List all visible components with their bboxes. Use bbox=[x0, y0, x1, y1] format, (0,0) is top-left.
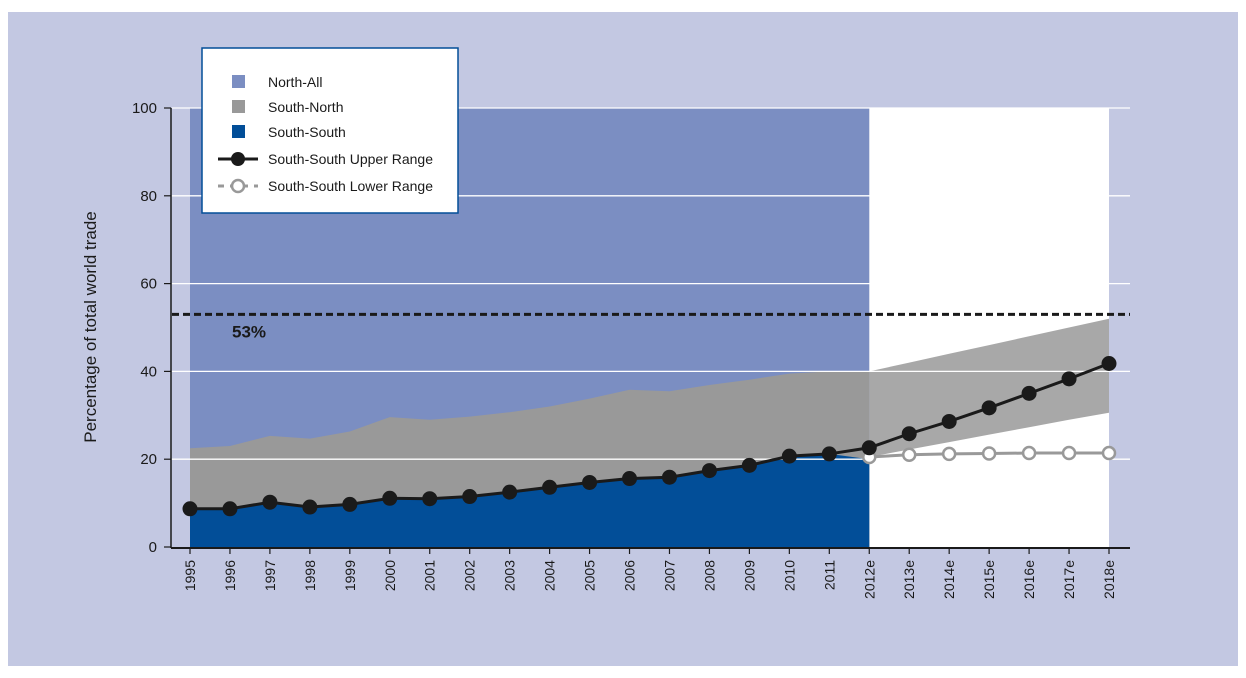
x-tick-label-2008: 2008 bbox=[701, 560, 717, 591]
marker-lower-5 bbox=[1061, 445, 1077, 461]
x-tick-label-2007: 2007 bbox=[661, 560, 677, 591]
x-tick-label-1996: 1996 bbox=[222, 560, 238, 591]
y-tick-label-80: 80 bbox=[140, 188, 157, 205]
x-tick-label-2017e: 2017e bbox=[1061, 560, 1077, 599]
x-tick-label-2005: 2005 bbox=[582, 560, 598, 591]
x-tick-label-2015e: 2015e bbox=[981, 560, 997, 599]
marker-upper-2015e bbox=[981, 400, 997, 416]
x-tick-label-2016e: 2016e bbox=[1021, 560, 1037, 599]
x-tick-label-2014e: 2014e bbox=[941, 560, 957, 599]
legend-swatch-2 bbox=[232, 125, 245, 138]
marker-upper-2007 bbox=[661, 469, 677, 485]
marker-upper-2010 bbox=[781, 448, 797, 464]
x-tick-label-2006: 2006 bbox=[622, 560, 638, 591]
marker-upper-2000 bbox=[382, 490, 398, 506]
marker-upper-2003 bbox=[502, 484, 518, 500]
legend-marker-4 bbox=[230, 178, 246, 194]
x-tick-label-2004: 2004 bbox=[542, 560, 558, 591]
x-tick-label-2003: 2003 bbox=[502, 560, 518, 591]
x-tick-label-2002: 2002 bbox=[462, 560, 478, 591]
x-tick-label-2013e: 2013e bbox=[901, 560, 917, 599]
y-tick-label-20: 20 bbox=[140, 451, 157, 468]
x-tick-label-2012e: 2012e bbox=[861, 560, 877, 599]
reference-line-label: 53% bbox=[232, 322, 266, 341]
marker-upper-2006 bbox=[622, 471, 638, 487]
x-tick-label-1998: 1998 bbox=[302, 560, 318, 591]
marker-upper-2009 bbox=[741, 457, 757, 473]
marker-upper-1999 bbox=[342, 496, 358, 512]
marker-upper-2017e bbox=[1061, 371, 1077, 387]
marker-upper-2013e bbox=[901, 426, 917, 442]
y-axis-title: Percentage of total world trade bbox=[81, 211, 100, 443]
marker-lower-4 bbox=[1021, 445, 1037, 461]
marker-upper-1996 bbox=[222, 501, 238, 517]
legend-label-1: South-North bbox=[268, 99, 343, 115]
legend-label-3: South-South Upper Range bbox=[268, 151, 433, 167]
x-tick-label-2001: 2001 bbox=[422, 560, 438, 591]
legend-marker-3 bbox=[231, 152, 245, 166]
marker-upper-2012e bbox=[861, 440, 877, 456]
x-tick-label-2018e: 2018e bbox=[1101, 560, 1117, 599]
marker-upper-2002 bbox=[462, 489, 478, 505]
marker-upper-2008 bbox=[701, 463, 717, 479]
marker-upper-1995 bbox=[182, 501, 198, 517]
x-tick-label-2009: 2009 bbox=[741, 560, 757, 591]
x-tick-label-2000: 2000 bbox=[382, 560, 398, 591]
legend-label-2: South-South bbox=[268, 124, 346, 140]
marker-lower-6 bbox=[1101, 445, 1117, 461]
legend-label-4: South-South Lower Range bbox=[268, 178, 433, 194]
legend-swatch-1 bbox=[232, 100, 245, 113]
marker-upper-1997 bbox=[262, 494, 278, 510]
y-tick-label-60: 60 bbox=[140, 276, 157, 293]
marker-upper-2005 bbox=[582, 474, 598, 490]
y-tick-label-0: 0 bbox=[149, 539, 157, 556]
x-tick-label-1995: 1995 bbox=[182, 560, 198, 591]
marker-lower-1 bbox=[901, 447, 917, 463]
marker-upper-1998 bbox=[302, 499, 318, 515]
marker-upper-2018e bbox=[1101, 355, 1117, 371]
marker-lower-2 bbox=[941, 446, 957, 462]
marker-upper-2011 bbox=[821, 446, 837, 462]
legend-label-0: North-All bbox=[268, 74, 322, 90]
marker-lower-3 bbox=[981, 446, 997, 461]
x-tick-label-2010: 2010 bbox=[781, 560, 797, 591]
x-tick-label-1997: 1997 bbox=[262, 560, 278, 591]
marker-upper-2001 bbox=[422, 491, 438, 507]
y-tick-label-100: 100 bbox=[132, 100, 157, 117]
marker-upper-2016e bbox=[1021, 385, 1037, 401]
marker-upper-2004 bbox=[542, 479, 558, 495]
projection-band bbox=[869, 318, 1109, 457]
y-tick-label-40: 40 bbox=[140, 363, 157, 380]
marker-upper-2014e bbox=[941, 413, 957, 429]
area-south-south bbox=[190, 453, 870, 547]
x-tick-label-1999: 1999 bbox=[342, 560, 358, 591]
legend-swatch-0 bbox=[232, 75, 245, 88]
x-tick-label-2011: 2011 bbox=[821, 560, 837, 590]
